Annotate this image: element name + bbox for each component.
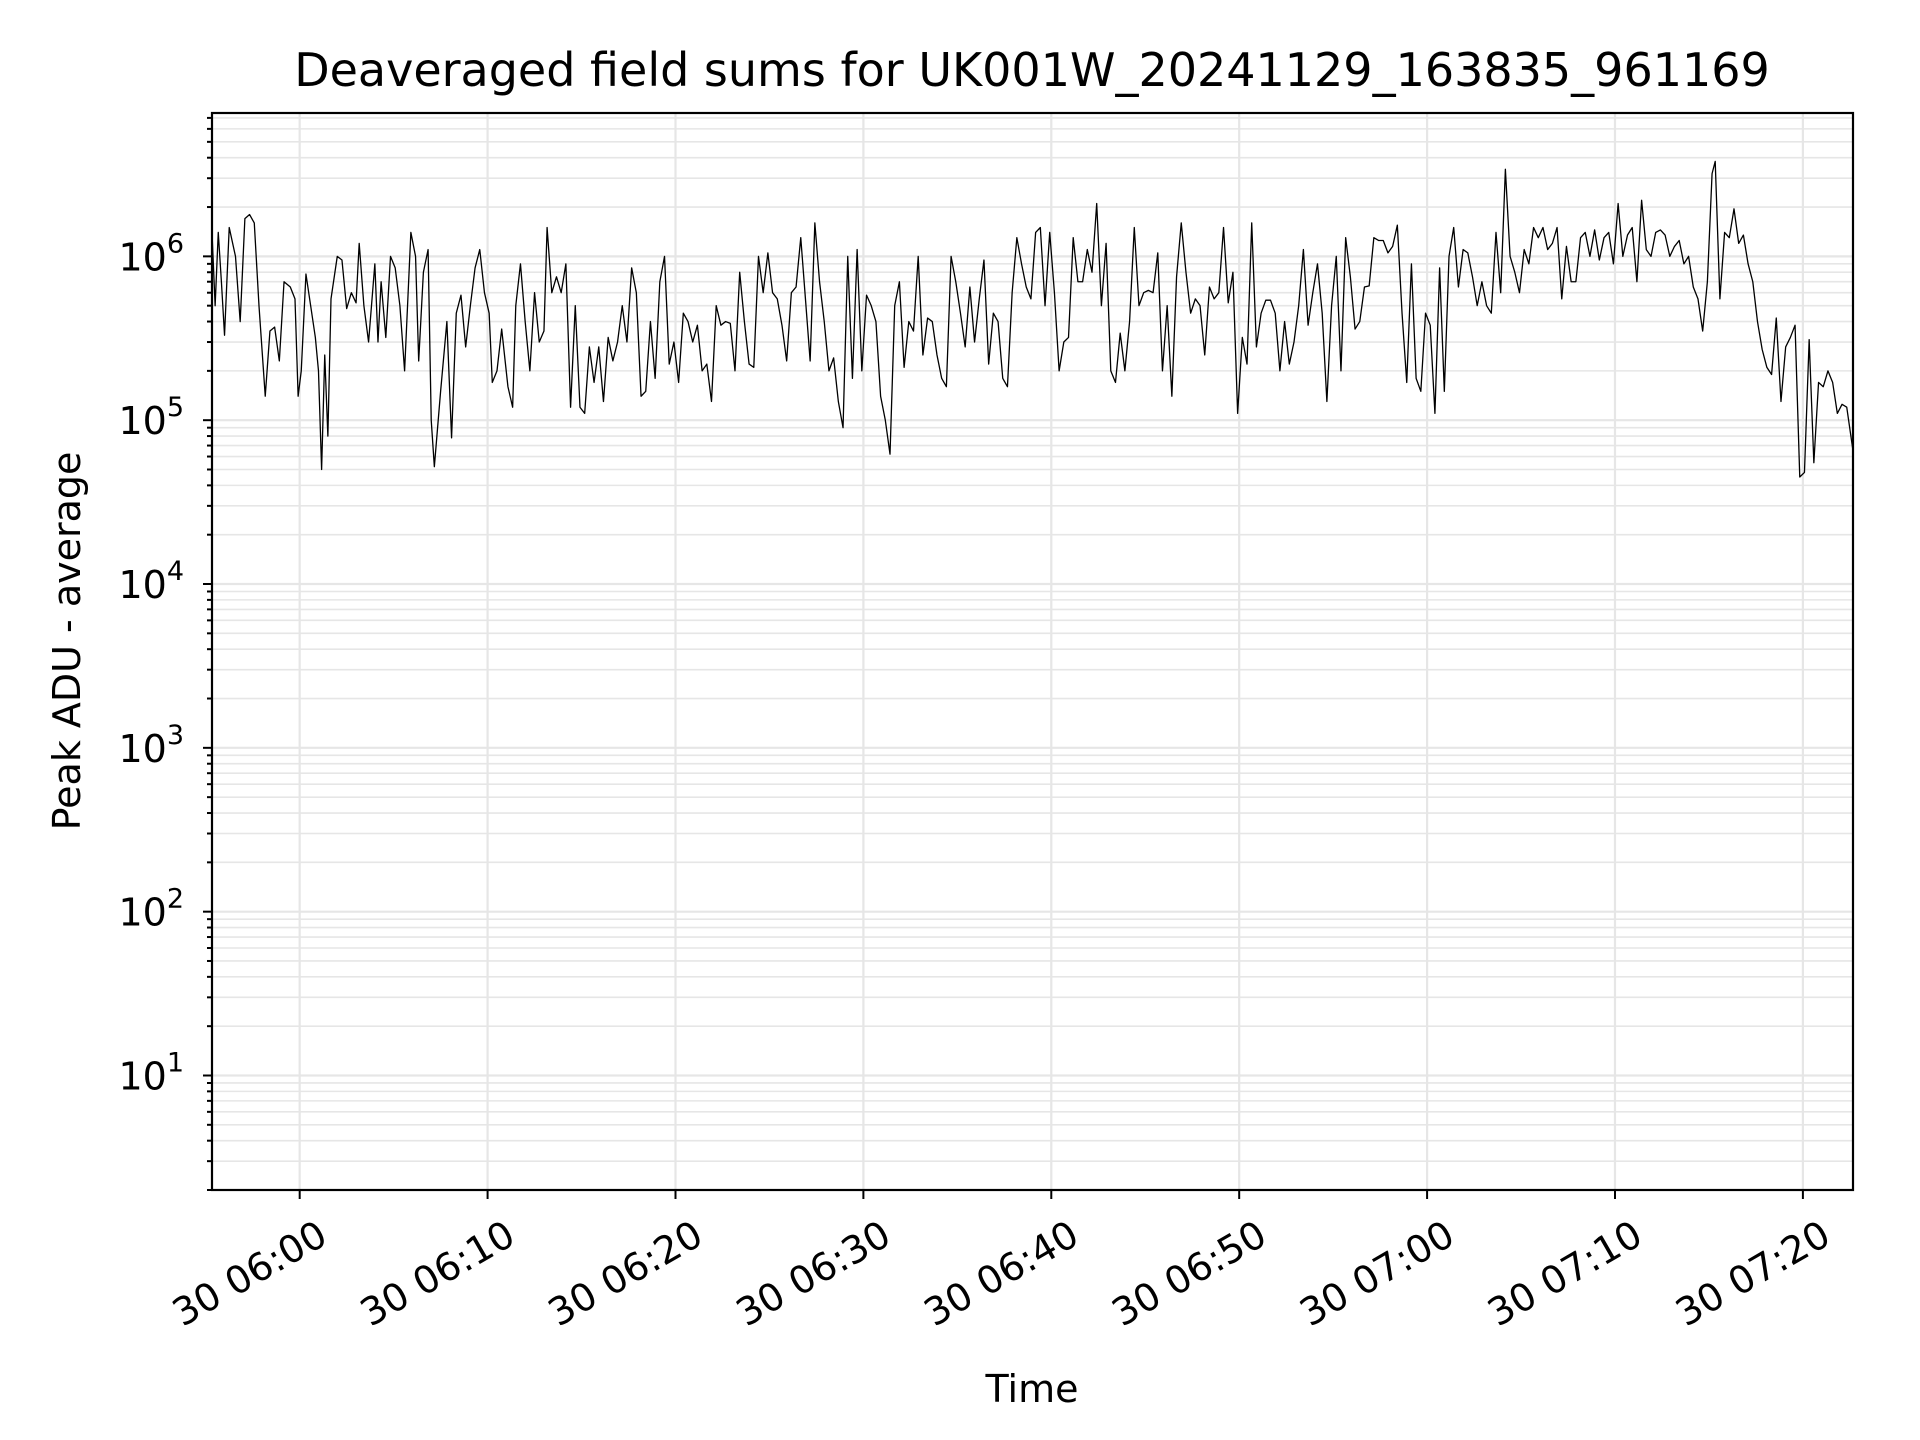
y-tick-label-base: 10 <box>118 235 166 279</box>
y-tick-label-exponent: 6 <box>167 228 184 259</box>
chart-title: Deaveraged field sums for UK001W_2024112… <box>294 43 1770 97</box>
series-line <box>212 160 1853 478</box>
y-axis-label: Peak ADU - average <box>45 452 89 831</box>
y-tick-label: 105 <box>118 392 184 443</box>
y-tick-label-base: 10 <box>118 727 166 771</box>
y-tick-label: 104 <box>118 556 184 607</box>
y-tick-label-base: 10 <box>118 563 166 607</box>
y-tick-label: 106 <box>118 228 184 279</box>
y-tick-label-exponent: 2 <box>167 884 184 915</box>
major-gridlines <box>212 113 1853 1190</box>
y-tick-label-exponent: 1 <box>167 1047 184 1078</box>
y-tick-label-exponent: 5 <box>167 392 184 423</box>
y-tick-label-exponent: 4 <box>167 556 184 587</box>
plot-frame <box>210 111 1855 1192</box>
minor-gridlines <box>212 117 1853 1191</box>
x-axis-label: Time <box>985 1367 1079 1411</box>
y-tick-label-base: 10 <box>118 399 166 443</box>
series-layer <box>212 160 1853 478</box>
y-tick-label-base: 10 <box>118 1054 166 1098</box>
y-tick-label: 103 <box>118 720 184 771</box>
y-tick-label-base: 10 <box>118 891 166 935</box>
y-tick-label: 101 <box>118 1047 184 1098</box>
y-tick-label-exponent: 3 <box>167 720 184 751</box>
y-tick-label: 102 <box>118 884 184 935</box>
